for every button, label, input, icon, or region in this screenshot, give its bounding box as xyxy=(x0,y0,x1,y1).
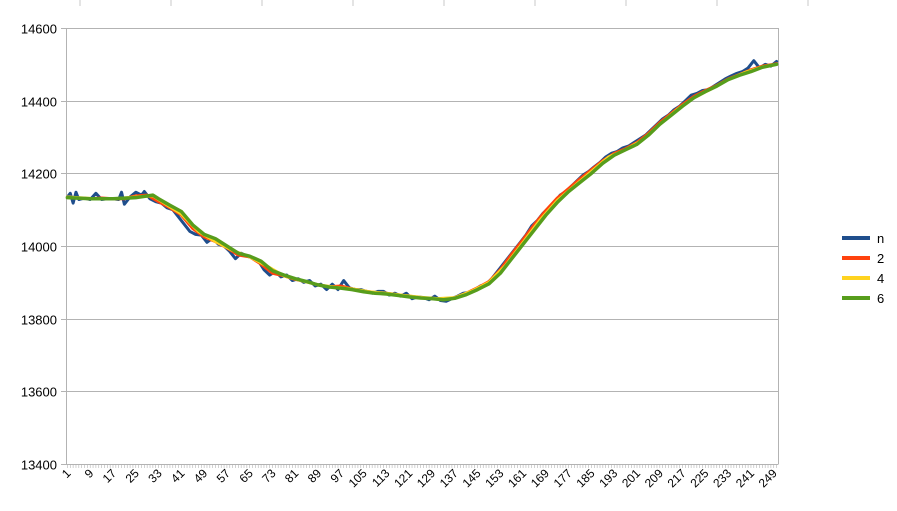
x-tick-label: 81 xyxy=(282,466,302,486)
x-tick-label: 169 xyxy=(528,466,552,490)
legend-label-4: 4 xyxy=(877,271,884,286)
x-tick-label: 145 xyxy=(460,466,484,490)
x-tick-label: 225 xyxy=(687,466,711,490)
y-tick-label: 13800 xyxy=(21,313,57,328)
y-tick-label: 14000 xyxy=(21,240,57,255)
x-tick-label: 249 xyxy=(756,466,780,490)
x-tick-label: 17 xyxy=(100,466,120,486)
series-line-6 xyxy=(65,62,779,302)
legend: n 2 4 6 xyxy=(842,231,884,306)
x-tick-label: 33 xyxy=(145,466,165,486)
x-tick-label: 1 xyxy=(59,466,74,481)
series-line-n xyxy=(65,59,779,303)
legend-label-6: 6 xyxy=(877,291,884,306)
x-tick-label: 89 xyxy=(305,466,325,486)
x-tick-label: 121 xyxy=(391,466,415,490)
x-tick-label: 153 xyxy=(482,466,506,490)
x-tick-label: 209 xyxy=(642,466,666,490)
x-tick-label: 193 xyxy=(596,466,620,490)
x-tick-label: 241 xyxy=(733,466,757,490)
x-tick-label: 177 xyxy=(551,466,575,490)
y-tick-label: 14400 xyxy=(21,95,57,110)
x-tick-label: 161 xyxy=(505,466,529,490)
series-lines xyxy=(65,59,779,303)
y-tick-label: 13600 xyxy=(21,385,57,400)
x-tick-label: 49 xyxy=(191,466,211,486)
x-tick-label: 57 xyxy=(214,466,234,486)
top-divider-marks xyxy=(79,0,809,6)
x-tick-label: 233 xyxy=(710,466,734,490)
legend-label-n: n xyxy=(877,231,884,246)
gridlines xyxy=(61,28,779,468)
x-tick-label: 41 xyxy=(168,466,188,486)
x-tick-label: 73 xyxy=(259,466,279,486)
x-tick-label: 105 xyxy=(346,466,370,490)
y-tick-label: 13400 xyxy=(21,458,57,473)
x-tick-label: 9 xyxy=(82,466,97,481)
y-tick-label: 14200 xyxy=(21,167,57,182)
x-tick-label: 137 xyxy=(437,466,461,490)
x-tick-label: 185 xyxy=(574,466,598,490)
y-axis-ticks: 13400 13600 13800 14000 14200 14400 14600 xyxy=(21,22,57,473)
x-tick-label: 65 xyxy=(236,466,256,486)
series-line-4 xyxy=(65,62,779,301)
x-tick-label: 97 xyxy=(328,466,348,486)
x-tick-label: 113 xyxy=(369,466,393,490)
legend-label-2: 2 xyxy=(877,251,884,266)
x-tick-label: 201 xyxy=(619,466,643,490)
x-tick-label: 129 xyxy=(414,466,438,490)
y-tick-label: 14600 xyxy=(21,22,57,37)
x-tick-label: 25 xyxy=(123,466,143,486)
series-line-2 xyxy=(65,62,779,302)
x-tick-label: 217 xyxy=(665,466,689,490)
